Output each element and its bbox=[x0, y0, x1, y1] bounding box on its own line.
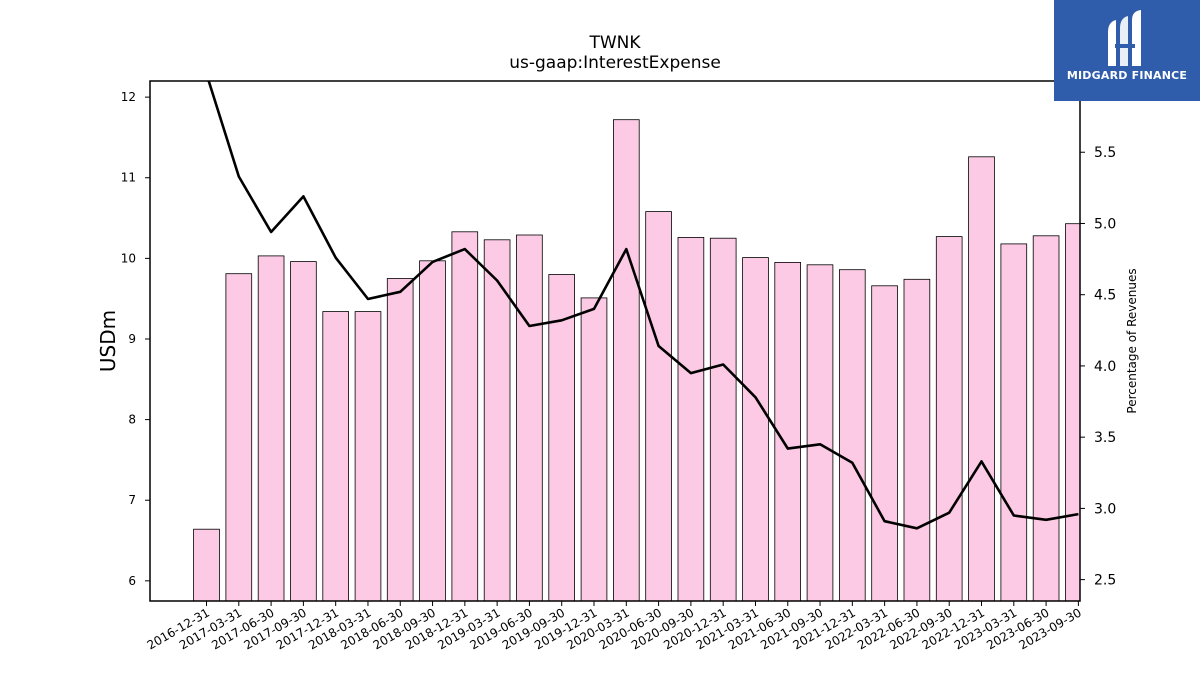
bar-2020-09-30 bbox=[677, 236, 705, 601]
midgard-logo-icon bbox=[1108, 10, 1141, 66]
bar-2017-06-30 bbox=[257, 255, 285, 601]
bar-2017-09-30 bbox=[290, 261, 317, 601]
y2-axis-label: Percentage of Revenues bbox=[1125, 268, 1139, 413]
bar-2021-12-31 bbox=[839, 269, 866, 601]
bar-2020-03-31 bbox=[613, 119, 640, 601]
bar-2022-03-31 bbox=[871, 285, 898, 601]
y2-tick-label: 3.5 bbox=[1094, 430, 1116, 446]
y-tick-label: 8 bbox=[128, 413, 136, 427]
bar-2019-09-30 bbox=[548, 274, 575, 601]
y-tick-label: 12 bbox=[121, 90, 136, 104]
y2-tick-label: 3.0 bbox=[1094, 501, 1116, 517]
bar-2018-06-30 bbox=[386, 278, 414, 601]
bar-2018-09-30 bbox=[419, 260, 446, 601]
bar-2023-03-31 bbox=[1000, 243, 1028, 601]
chart-title: TWNK bbox=[588, 33, 641, 53]
bar-2023-06-30 bbox=[1032, 235, 1060, 601]
y-tick-label: 6 bbox=[128, 574, 136, 588]
plot-frame bbox=[149, 80, 1081, 602]
y2-tick-label: 4.5 bbox=[1094, 288, 1116, 304]
y2-tick-label: 2.5 bbox=[1094, 573, 1116, 589]
bar-2019-12-31 bbox=[580, 297, 608, 601]
bar-2021-03-31 bbox=[742, 257, 769, 601]
bar-2019-06-30 bbox=[516, 234, 543, 601]
bar-2022-09-30 bbox=[935, 236, 963, 601]
bar-2022-06-30 bbox=[903, 278, 931, 601]
bar-2021-09-30 bbox=[806, 264, 834, 601]
y-tick-label: 10 bbox=[121, 251, 136, 265]
y-axis-label: USDm bbox=[96, 310, 120, 372]
midgard-finance-logo: MIDGARD FINANCE bbox=[1054, 0, 1200, 101]
y-tick-label: 9 bbox=[128, 332, 136, 346]
bar-2019-03-31 bbox=[483, 239, 511, 601]
y-tick-label: 11 bbox=[121, 171, 136, 185]
bar-2020-06-30 bbox=[645, 211, 672, 601]
chart-subtitle: us-gaap:InterestExpense bbox=[509, 53, 721, 73]
bar-2022-12-31 bbox=[968, 156, 995, 601]
bar-2016-12-31 bbox=[193, 528, 220, 601]
y2-tick-label: 5.0 bbox=[1094, 216, 1116, 232]
bar-2017-03-31 bbox=[225, 273, 253, 601]
bar-2023-09-30 bbox=[1065, 223, 1080, 601]
bar-2018-03-31 bbox=[354, 311, 382, 601]
bar-2018-12-31 bbox=[451, 231, 479, 601]
y2-tick-label: 5.5 bbox=[1094, 145, 1116, 161]
bar-2020-12-31 bbox=[709, 237, 737, 601]
logo-text: MIDGARD FINANCE bbox=[1066, 69, 1188, 82]
percentage-line bbox=[207, 81, 1079, 530]
bar-2021-06-30 bbox=[774, 261, 801, 601]
bar-2017-12-31 bbox=[322, 311, 349, 601]
y-tick-label: 7 bbox=[128, 493, 136, 507]
y2-tick-label: 4.0 bbox=[1094, 359, 1116, 375]
